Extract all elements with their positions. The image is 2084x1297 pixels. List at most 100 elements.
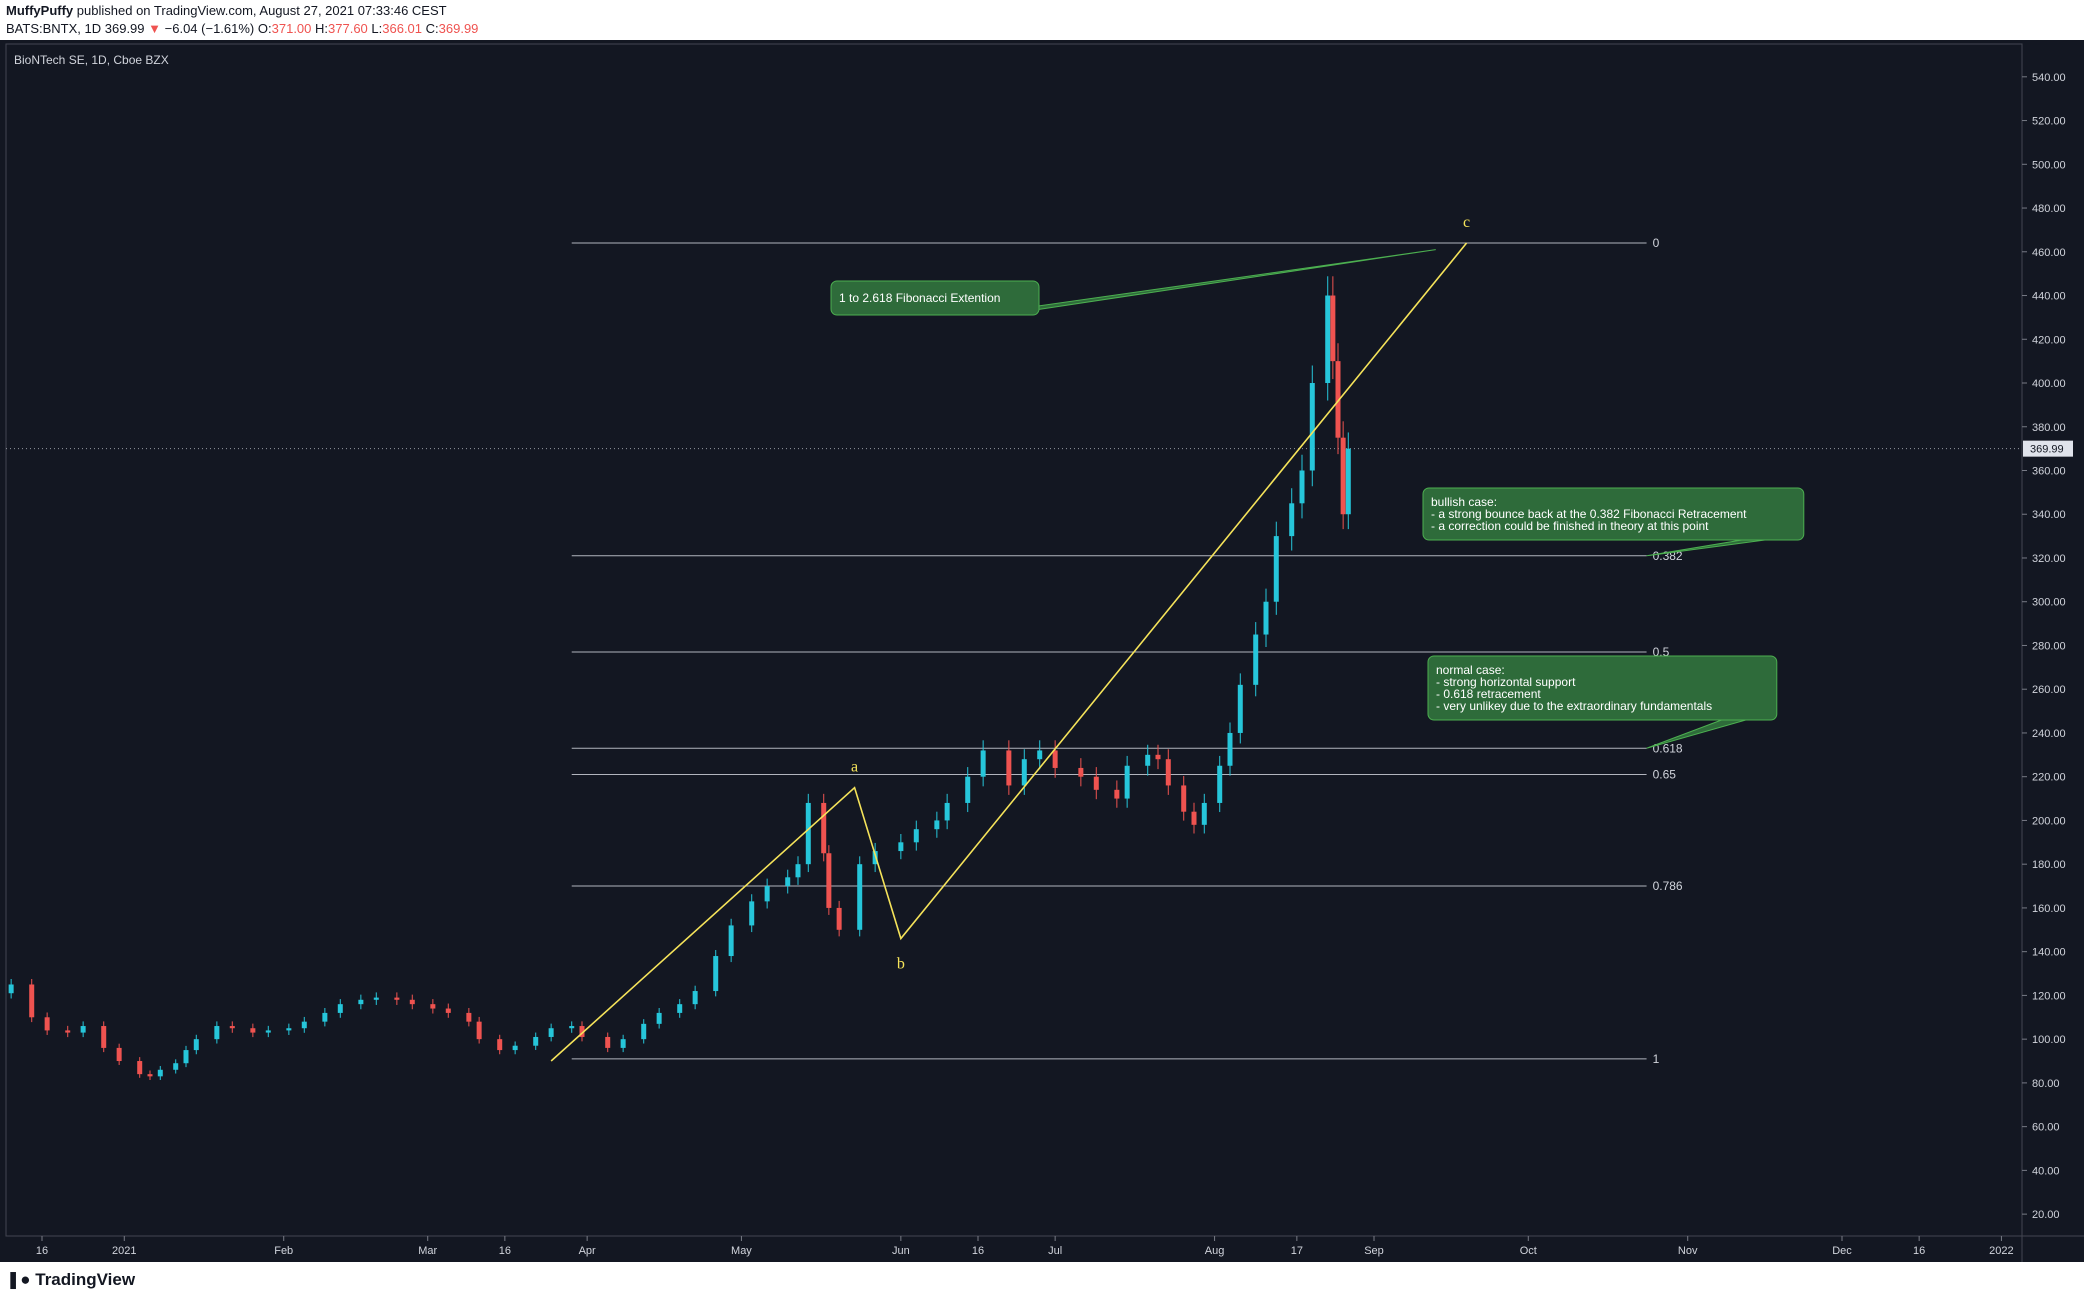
x-tick-label: Dec bbox=[1832, 1245, 1852, 1257]
author-name[interactable]: MuffyPuffy bbox=[6, 3, 74, 18]
candle-body[interactable] bbox=[29, 984, 35, 1018]
price-chart[interactable]: BioNTech SE, 1D, Cboe BZX 20.00 40.00 60.00… bbox=[0, 40, 2084, 1262]
candle-body[interactable] bbox=[301, 1021, 307, 1029]
candle-body[interactable] bbox=[1325, 295, 1331, 384]
candle-body[interactable] bbox=[229, 1026, 235, 1029]
candle-body[interactable] bbox=[785, 877, 791, 887]
candle-body[interactable] bbox=[65, 1030, 71, 1033]
candle-body[interactable] bbox=[934, 820, 940, 830]
open-value: 371.00 bbox=[271, 21, 312, 36]
candle-body[interactable] bbox=[605, 1036, 611, 1048]
callout-bullish[interactable]: bullish case:- a strong bounce back at t… bbox=[1422, 487, 1805, 557]
candle-body[interactable] bbox=[1006, 750, 1012, 786]
candle-body[interactable] bbox=[466, 1012, 472, 1022]
candle-body[interactable] bbox=[430, 1004, 436, 1009]
candle-body[interactable] bbox=[1052, 750, 1058, 768]
candle-body[interactable] bbox=[250, 1028, 256, 1033]
candle-body[interactable] bbox=[1145, 754, 1151, 766]
candle-body[interactable] bbox=[1155, 754, 1161, 760]
candle-body[interactable] bbox=[1345, 448, 1351, 515]
candle-body[interactable] bbox=[1181, 785, 1187, 812]
candle-body[interactable] bbox=[1021, 759, 1027, 786]
candle-body[interactable] bbox=[677, 1004, 683, 1013]
candle-body[interactable] bbox=[512, 1045, 518, 1051]
candle-body[interactable] bbox=[8, 984, 14, 994]
candle-body[interactable] bbox=[214, 1026, 220, 1040]
candle-body[interactable] bbox=[898, 842, 904, 852]
candle-body[interactable] bbox=[173, 1063, 179, 1070]
candle-body[interactable] bbox=[713, 956, 719, 992]
candle-body[interactable] bbox=[944, 802, 950, 821]
candle-body[interactable] bbox=[116, 1047, 122, 1062]
candle-body[interactable] bbox=[656, 1012, 662, 1024]
candle-body[interactable] bbox=[980, 750, 986, 777]
candle-body[interactable] bbox=[1273, 536, 1279, 602]
candle-body[interactable] bbox=[692, 991, 698, 1005]
candle-body[interactable] bbox=[1263, 601, 1269, 635]
candle-body[interactable] bbox=[1330, 295, 1336, 362]
candle-body[interactable] bbox=[579, 1026, 585, 1037]
candle-body[interactable] bbox=[183, 1050, 189, 1064]
candle-body[interactable] bbox=[548, 1028, 554, 1037]
candle-body[interactable] bbox=[805, 802, 811, 865]
candle-body[interactable] bbox=[358, 999, 364, 1005]
candle-body[interactable] bbox=[147, 1074, 153, 1077]
y-tick-label: 360.00 bbox=[2032, 465, 2066, 477]
candle-body[interactable] bbox=[821, 802, 827, 854]
candle-body[interactable] bbox=[445, 1008, 451, 1013]
candle-body[interactable] bbox=[101, 1026, 107, 1048]
candle-body[interactable] bbox=[265, 1030, 271, 1033]
candle-body[interactable] bbox=[409, 999, 415, 1005]
candle-body[interactable] bbox=[286, 1028, 292, 1031]
candle-body[interactable] bbox=[1237, 684, 1243, 733]
candle-body[interactable] bbox=[1335, 361, 1341, 438]
callout-normal[interactable]: normal case:- strong horizontal support-… bbox=[1427, 655, 1778, 749]
candle-body[interactable] bbox=[322, 1012, 328, 1022]
callout-extension[interactable]: 1 to 2.618 Fibonacci Extention bbox=[830, 249, 1436, 316]
candle-body[interactable] bbox=[641, 1023, 647, 1040]
candle-body[interactable] bbox=[872, 851, 878, 865]
candle-body[interactable] bbox=[1078, 767, 1084, 777]
candle-body[interactable] bbox=[836, 907, 842, 930]
candle-body[interactable] bbox=[795, 864, 801, 878]
candle-body[interactable] bbox=[913, 829, 919, 843]
candle-body[interactable] bbox=[1037, 750, 1043, 760]
candle-body[interactable] bbox=[533, 1036, 539, 1046]
candle-body[interactable] bbox=[764, 886, 770, 902]
candle-body[interactable] bbox=[1253, 634, 1259, 685]
candle-body[interactable] bbox=[857, 864, 863, 930]
candle-body[interactable] bbox=[965, 776, 971, 803]
candle-body[interactable] bbox=[1093, 776, 1099, 790]
y-tick-label: 160.00 bbox=[2032, 903, 2066, 915]
candle-body[interactable] bbox=[749, 901, 755, 926]
candle-body[interactable] bbox=[1299, 470, 1305, 504]
candle-body[interactable] bbox=[157, 1069, 163, 1077]
x-tick-label: Feb bbox=[274, 1245, 293, 1257]
candle-body[interactable] bbox=[193, 1039, 199, 1051]
candle-body[interactable] bbox=[44, 1017, 50, 1031]
candle-body[interactable] bbox=[137, 1061, 143, 1075]
candle-body[interactable] bbox=[1114, 789, 1120, 799]
candle-body[interactable] bbox=[826, 853, 832, 908]
candle-body[interactable] bbox=[1191, 811, 1197, 825]
candle-body[interactable] bbox=[394, 997, 400, 1000]
tradingview-logo[interactable]: ❚● TradingView bbox=[6, 1270, 135, 1290]
candle-body[interactable] bbox=[569, 1026, 575, 1029]
candle-body[interactable] bbox=[1124, 765, 1130, 799]
y-tick-label: 520.00 bbox=[2032, 116, 2066, 128]
candle-body[interactable] bbox=[476, 1021, 482, 1040]
candle-body[interactable] bbox=[728, 925, 734, 957]
candle-body[interactable] bbox=[1340, 437, 1346, 515]
candle-body[interactable] bbox=[1227, 732, 1233, 766]
candle-body[interactable] bbox=[497, 1039, 503, 1051]
candle-body[interactable] bbox=[80, 1026, 86, 1033]
candle-body[interactable] bbox=[337, 1004, 343, 1013]
candle-body[interactable] bbox=[373, 997, 379, 1000]
candle-body[interactable] bbox=[1165, 759, 1171, 786]
candle-body[interactable] bbox=[1289, 503, 1295, 537]
candle-body[interactable] bbox=[1309, 383, 1315, 471]
candle-body[interactable] bbox=[1201, 802, 1207, 825]
candle-body[interactable] bbox=[1217, 765, 1223, 803]
plot-frame bbox=[5, 43, 2023, 1237]
candle-body[interactable] bbox=[620, 1039, 626, 1048]
